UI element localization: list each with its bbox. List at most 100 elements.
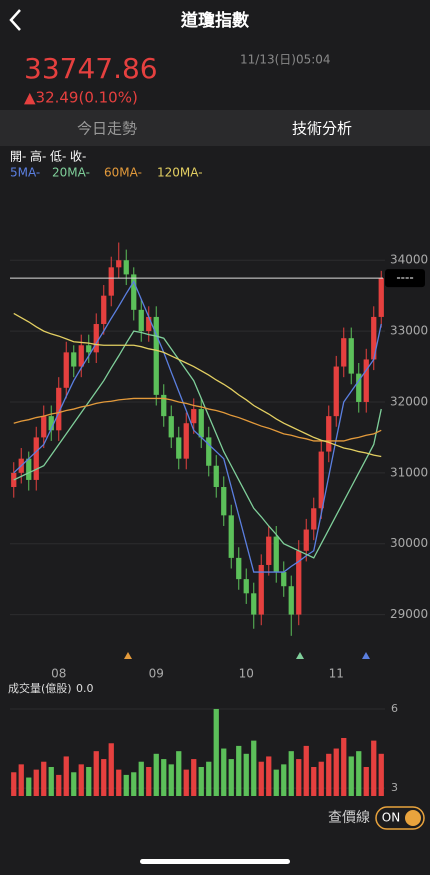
price-line-label: ---- (396, 271, 413, 285)
candle-body (221, 487, 227, 516)
volume-bar (153, 753, 159, 796)
volume-bar (168, 764, 174, 796)
legend-item: 低- (50, 149, 66, 164)
ma-line (13, 330, 382, 559)
candle-body (41, 416, 47, 438)
volume-bar (348, 756, 354, 796)
x-tick-label: 09 (149, 667, 164, 681)
candle-body (311, 508, 317, 530)
back-button[interactable] (9, 9, 21, 31)
tab-active[interactable]: 技術分析 (292, 120, 352, 138)
candle-body (48, 416, 54, 431)
volume-bar (41, 761, 47, 796)
candle-body (168, 416, 174, 438)
candle-body (33, 437, 39, 480)
candle-body (318, 451, 324, 509)
volume-bar (378, 753, 384, 796)
ma-line (13, 397, 382, 442)
toggle[interactable] (375, 806, 425, 830)
volume-bar (273, 769, 279, 796)
volume-bar (26, 777, 32, 796)
candle-body (273, 536, 279, 573)
candle-body (363, 359, 369, 402)
y-tick-label: 30000 (390, 536, 428, 550)
candle-body (71, 352, 77, 367)
quote-time: 11/13(日)05:04 (240, 53, 331, 67)
tab[interactable]: 今日走勢 (77, 120, 137, 138)
volume-title: 成交量(億股) (8, 681, 72, 695)
candle-body (288, 586, 294, 615)
volume-readout: 0.0 (76, 682, 94, 695)
toggle-text: ON (382, 811, 400, 825)
volume-bar (221, 748, 227, 796)
candle-body (93, 324, 99, 353)
candle-body (131, 274, 137, 310)
candle-body (153, 316, 159, 395)
ma-line (13, 312, 382, 458)
volume-bar (206, 761, 212, 796)
page-title: 道瓊指數 (180, 10, 250, 31)
volume-bar (243, 753, 249, 796)
volume-bar (303, 745, 309, 796)
candle-body (86, 345, 92, 353)
candle-body (243, 579, 249, 594)
x-tick-label: 10 (239, 667, 254, 681)
candle-body (258, 564, 264, 615)
y-tick-label: 6 (391, 702, 398, 715)
volume-bar (333, 748, 339, 796)
toggle-knob (405, 810, 421, 826)
volume-bar (18, 764, 24, 796)
volume-bar (266, 756, 272, 796)
candle-body (303, 529, 309, 551)
candle-body (266, 536, 272, 565)
candle-body (206, 437, 212, 466)
legend-item: 20MA- (52, 166, 90, 180)
candle-body (101, 295, 107, 325)
candle-body (378, 278, 384, 317)
candle-body (108, 267, 114, 296)
volume-bar (56, 774, 62, 796)
volume-bar (363, 766, 369, 796)
volume-bar (176, 751, 182, 796)
candle-body (183, 423, 189, 459)
y-tick-label: 31000 (390, 465, 428, 479)
volume-bar (161, 759, 167, 796)
volume-bar (33, 769, 39, 796)
candle-body (326, 416, 332, 452)
volume-bar (123, 774, 129, 796)
candle-body (191, 409, 197, 424)
candle-body (333, 366, 339, 417)
volume-bar (191, 759, 197, 796)
candle-body (56, 387, 62, 431)
volume-bar (198, 766, 204, 796)
volume-bar (318, 761, 324, 796)
y-tick-label: 33000 (390, 324, 428, 338)
legend-item: 高- (30, 149, 46, 164)
candle-body (356, 373, 362, 402)
tab-bar (0, 110, 430, 146)
candle-body (146, 316, 152, 332)
candle-body (341, 338, 347, 367)
y-tick-label: 34000 (390, 253, 428, 267)
candle-body (116, 260, 122, 268)
signal-marker (296, 652, 304, 659)
volume-bar (213, 708, 219, 796)
volume-bar (296, 759, 302, 796)
candle-body (78, 345, 84, 367)
legend-item: 60MA- (104, 166, 142, 180)
volume-bar (311, 766, 317, 796)
candle-body (371, 316, 377, 360)
volume-bar (228, 759, 234, 796)
ma-line (13, 280, 382, 573)
candle-body (281, 572, 287, 587)
candle-body (26, 458, 32, 480)
candle-body (213, 465, 219, 488)
candle-body (63, 352, 69, 388)
candle-body (123, 260, 129, 275)
volume-bar (371, 740, 377, 796)
volume-bar (183, 769, 189, 796)
home-indicator (140, 859, 290, 864)
volume-bar (116, 769, 122, 796)
